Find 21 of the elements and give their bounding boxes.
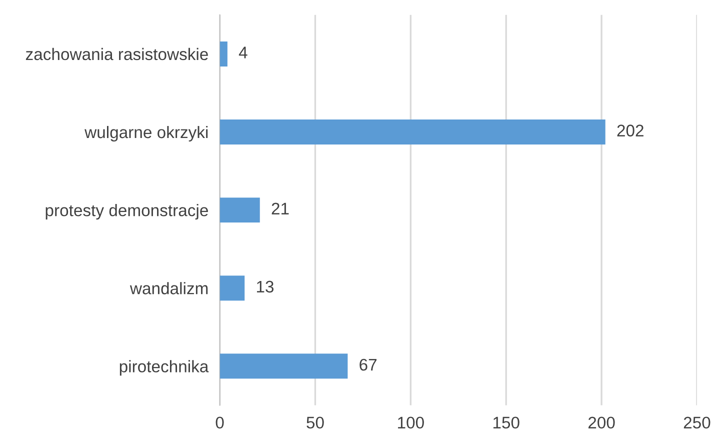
y-tick-label: wulgarne okrzyki (84, 126, 208, 142)
y-tick-label: wandalizm (130, 282, 208, 294)
data-label: 21 (272, 202, 289, 214)
bar (220, 41, 228, 66)
x-tick-label: 50 (306, 416, 324, 429)
x-tick-label: 250 (684, 416, 710, 429)
bar (220, 120, 606, 144)
data-label: 202 (617, 124, 644, 136)
y-tick-label: protesty demonstracje (46, 204, 208, 220)
data-label: 4 (238, 46, 248, 58)
data-label: 13 (256, 280, 274, 293)
bar (220, 354, 348, 379)
x-tick-label: 150 (493, 416, 520, 429)
y-tick-label: pirotechnika (120, 360, 209, 376)
x-tick-label: 0 (216, 416, 224, 429)
bar (220, 276, 245, 301)
data-label: 67 (360, 358, 376, 371)
x-tick-label: 200 (588, 416, 615, 429)
bar (220, 198, 260, 223)
y-tick-label: zachowania rasistowskie (26, 48, 208, 60)
x-tick-label: 100 (398, 416, 424, 429)
